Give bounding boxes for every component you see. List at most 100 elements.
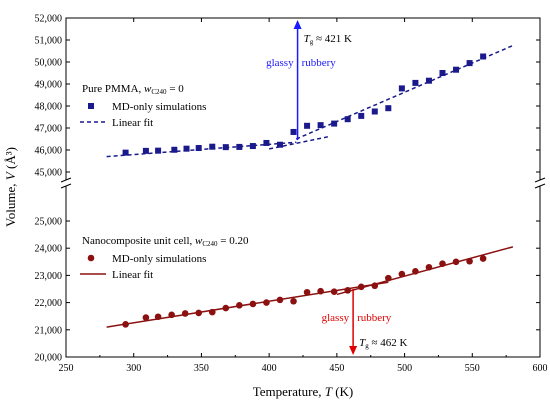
break-slash xyxy=(60,177,72,183)
data-point xyxy=(439,70,446,76)
x-tick-label: 550 xyxy=(465,363,480,374)
y-tick-label: 25,000 xyxy=(35,217,63,228)
data-point xyxy=(276,296,284,304)
data-markers xyxy=(122,53,487,328)
axis-ticks xyxy=(65,17,541,358)
y-tick-label: 22,000 xyxy=(35,298,63,309)
legend-title: Nanocomposite unit cell, wC240 = 0.20 xyxy=(82,235,249,248)
data-point xyxy=(168,311,175,319)
data-point xyxy=(263,299,270,306)
y-tick-label: 52,000 xyxy=(35,14,63,25)
data-point xyxy=(466,60,473,67)
data-point xyxy=(195,309,203,317)
x-tick-label: 400 xyxy=(262,363,277,374)
tick-labels: 250 300 350 400 450 500 550 600 45,000 46,000 47,0… xyxy=(35,14,548,375)
legend-entry: Linear fit xyxy=(112,117,153,129)
x-tick-label: 450 xyxy=(329,363,344,374)
data-point xyxy=(222,144,229,151)
data-point xyxy=(479,255,487,262)
legend-title: Pure PMMA, wC240 = 0 xyxy=(82,83,184,96)
y-tick-label: 20,000 xyxy=(35,353,63,364)
data-point xyxy=(439,260,446,268)
data-point xyxy=(122,149,129,156)
data-point xyxy=(142,147,149,154)
data-point xyxy=(249,300,257,308)
data-point xyxy=(317,287,324,295)
y-tick-label: 49,000 xyxy=(35,80,63,91)
y-tick-label: 51,000 xyxy=(35,36,63,47)
rubbery-label: rubbery xyxy=(357,312,392,324)
data-point xyxy=(155,147,162,154)
fit-line xyxy=(295,44,514,140)
x-tick-label: 350 xyxy=(194,363,209,374)
legend-entry: Linear fit xyxy=(112,269,153,281)
data-point xyxy=(290,297,297,305)
y-tick-label: 48,000 xyxy=(35,102,63,113)
data-point xyxy=(195,145,202,152)
fit-line xyxy=(106,281,389,328)
tg-arrow-head xyxy=(293,20,302,29)
data-point xyxy=(122,321,129,328)
x-tick-label: 600 xyxy=(533,363,548,374)
data-point xyxy=(398,85,405,92)
y-tick-label: 24,000 xyxy=(35,244,63,255)
data-point xyxy=(290,128,297,135)
legend-entry: MD-only simulations xyxy=(112,253,206,265)
data-point xyxy=(181,310,189,317)
data-point xyxy=(425,263,433,271)
data-point xyxy=(358,112,365,119)
x-tick-label: 500 xyxy=(397,363,412,374)
data-point xyxy=(357,283,365,291)
legends: Pure PMMA, wC240 = 0 MD-only simulations L… xyxy=(80,83,249,281)
rubbery-label: rubbery xyxy=(302,57,337,69)
data-point xyxy=(344,287,351,294)
data-point xyxy=(412,268,419,275)
data-point xyxy=(412,79,419,86)
y-tick-label: 46,000 xyxy=(35,146,63,157)
glassy-label: glassy xyxy=(322,312,350,324)
tg-label: Tg ≈ 421 K xyxy=(304,33,352,46)
data-point xyxy=(425,77,432,84)
legend-marker xyxy=(88,103,94,109)
y-tick-label: 23,000 xyxy=(35,271,63,282)
y-tick-label: 50,000 xyxy=(35,58,63,69)
axis-break-marks xyxy=(60,177,546,189)
break-gap xyxy=(535,180,545,186)
data-point xyxy=(304,122,311,129)
data-point xyxy=(344,116,351,123)
data-point xyxy=(263,139,270,146)
data-point xyxy=(385,274,392,282)
data-point xyxy=(453,66,460,73)
data-point xyxy=(303,288,311,296)
data-point xyxy=(208,308,216,316)
x-tick-label: 250 xyxy=(59,363,74,374)
tg-label: Tg ≈ 462 K xyxy=(359,337,407,350)
data-point xyxy=(183,145,190,152)
data-point xyxy=(209,143,216,150)
break-slash xyxy=(534,183,546,189)
data-point xyxy=(317,122,324,129)
tg-arrow-head xyxy=(349,346,358,355)
data-point xyxy=(142,314,150,321)
y-axis-label: Volume, V (Å³) xyxy=(3,147,18,227)
glassy-label: glassy xyxy=(266,57,294,69)
data-point xyxy=(466,257,473,265)
data-point xyxy=(398,270,406,278)
fit-line xyxy=(106,141,297,158)
data-point xyxy=(236,302,243,309)
data-point xyxy=(171,146,178,153)
fit-line xyxy=(336,246,514,296)
y-tick-label: 21,000 xyxy=(35,325,63,336)
data-point xyxy=(249,143,256,150)
data-point xyxy=(331,120,338,127)
data-point xyxy=(371,282,379,290)
data-point xyxy=(480,53,487,60)
data-point xyxy=(276,141,283,148)
data-point xyxy=(452,258,460,266)
x-tick-label: 300 xyxy=(126,363,141,374)
data-point xyxy=(330,288,338,296)
data-point xyxy=(371,108,378,115)
data-point xyxy=(385,105,392,112)
